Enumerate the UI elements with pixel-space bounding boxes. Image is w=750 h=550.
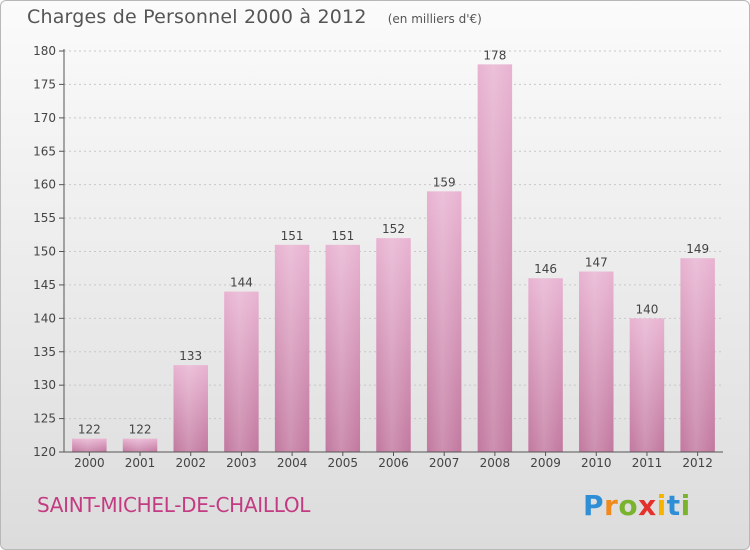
y-tick-label: 165 [33, 144, 56, 158]
logo-letter: t [666, 489, 681, 522]
x-tick-label: 2009 [530, 456, 561, 470]
bar-highlight [629, 318, 665, 452]
y-tick-label: 120 [33, 445, 56, 459]
proxiti-logo: Proxiti [583, 489, 691, 522]
bar-highlight [579, 271, 614, 452]
y-tick-label: 175 [33, 77, 56, 91]
data-label: 152 [382, 222, 405, 236]
x-tick-label: 2005 [328, 456, 359, 470]
bar-highlight [325, 244, 361, 452]
y-tick-label: 160 [33, 178, 56, 192]
y-tick-label: 140 [33, 311, 56, 325]
data-label: 146 [534, 262, 557, 276]
logo-letter: o [618, 489, 639, 522]
data-label: 122 [129, 423, 152, 437]
chart-subtitle: (en milliers d'€) [387, 12, 482, 26]
bar-highlight [122, 438, 158, 452]
y-tick-label: 145 [33, 278, 56, 292]
data-label: 159 [433, 175, 456, 189]
y-tick-label: 170 [33, 111, 56, 125]
y-tick-label: 155 [33, 211, 56, 225]
y-tick-label: 130 [33, 378, 56, 392]
data-label: 151 [281, 229, 304, 243]
bar-highlight [274, 244, 310, 452]
logo-letter: i [656, 489, 667, 522]
y-tick-label: 150 [33, 245, 56, 259]
x-tick-label: 2001 [125, 456, 156, 470]
y-tick-label: 125 [33, 412, 56, 426]
bar-highlight [72, 438, 107, 452]
x-tick-label: 2012 [682, 456, 713, 470]
bars: 122 122 133 144 151 151 152 159 178 146 147 140 149 [72, 48, 715, 452]
bar-highlight [224, 291, 259, 452]
logo-letter: P [583, 489, 605, 522]
bar-highlight [680, 258, 715, 452]
bar-highlight [477, 64, 513, 452]
data-label: 122 [78, 423, 101, 437]
bar-highlight [426, 191, 462, 452]
x-tick-label: 2000 [74, 456, 105, 470]
y-tick-label: 135 [33, 345, 56, 359]
data-label: 178 [483, 48, 506, 62]
title-row: Charges de Personnel 2000 à 2012 (en mil… [27, 6, 482, 28]
axes: 120 125 130 135 140 145 150 155 160 165 170 175 180 2… [33, 44, 723, 470]
logo-letter: x [638, 489, 657, 522]
x-tick-label: 2007 [429, 456, 460, 470]
logo-letter: r [604, 489, 619, 522]
y-tick-label: 180 [33, 44, 56, 58]
x-tick-label: 2011 [632, 456, 663, 470]
x-tick-label: 2006 [378, 456, 409, 470]
data-label: 151 [331, 229, 354, 243]
x-tick-label: 2003 [226, 456, 257, 470]
data-label: 133 [179, 349, 202, 363]
data-label: 144 [230, 276, 253, 290]
chart-title: Charges de Personnel 2000 à 2012 [27, 6, 367, 28]
data-label: 149 [686, 242, 709, 256]
x-tick-label: 2004 [277, 456, 308, 470]
bar-highlight [173, 365, 208, 452]
bar-highlight [528, 278, 563, 452]
data-label: 147 [585, 256, 608, 270]
x-tick-label: 2008 [480, 456, 511, 470]
commune-name: SAINT-MICHEL-DE-CHAILLOL [37, 493, 311, 517]
logo-letter: i [680, 489, 691, 522]
bar-highlight [376, 238, 411, 452]
x-tick-label: 2010 [581, 456, 612, 470]
data-label: 140 [636, 302, 659, 316]
x-tick-label: 2002 [175, 456, 206, 470]
